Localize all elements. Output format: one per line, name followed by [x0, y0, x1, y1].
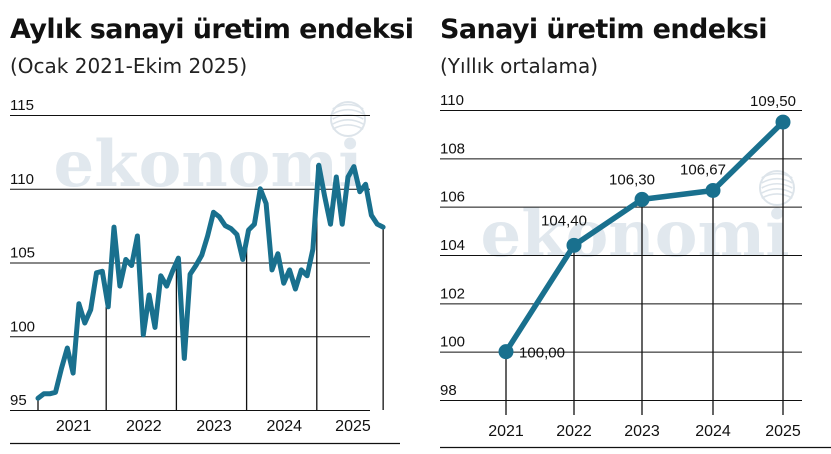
monthly-chart-panel: Aylık sanayi üretim endeksi (Ocak 2021-E…	[0, 0, 414, 454]
x-tick-label: 2021	[56, 418, 92, 435]
x-tick-label: 2025	[335, 418, 371, 435]
data-label: 106,30	[609, 171, 655, 188]
x-tick-label: 2023	[624, 423, 660, 440]
monthly-chart-title: Aylık sanayi üretim endeksi	[10, 14, 414, 45]
y-tick-label: 108	[440, 140, 465, 157]
x-tick-label: 2023	[196, 418, 232, 435]
monthly-series-line	[35, 162, 386, 401]
data-point-marker	[566, 237, 582, 253]
y-tick-label: 110	[440, 92, 464, 109]
watermark-globe-icon	[759, 170, 795, 206]
data-label: 104,40	[541, 212, 587, 229]
data-label: 106,67	[680, 161, 726, 178]
y-tick-label: 102	[440, 285, 465, 302]
x-tick-label: 2022	[126, 418, 162, 435]
data-point-marker	[634, 191, 650, 207]
y-tick-label: 110	[10, 171, 34, 188]
x-tick-label: 2024	[695, 423, 731, 440]
x-tick-label: 2022	[556, 423, 592, 440]
y-tick-label: 106	[440, 189, 465, 206]
watermark-text: ekonomi	[481, 197, 790, 272]
y-tick-label: 98	[440, 382, 457, 399]
monthly-chart-subtitle: (Ocak 2021-Ekim 2025)	[10, 54, 248, 78]
data-point-marker	[705, 182, 721, 198]
x-tick-label: 2025	[765, 423, 801, 440]
annual-chart-title: Sanayi üretim endeksi	[440, 14, 768, 45]
y-tick-label: 105	[10, 245, 35, 262]
y-tick-label: 115	[10, 97, 34, 114]
y-tick-label: 95	[10, 392, 27, 409]
data-point-marker	[498, 344, 514, 360]
x-tick-label: 2024	[266, 418, 302, 435]
data-label: 109,50	[750, 93, 796, 110]
x-tick-label: 2021	[488, 423, 524, 440]
annual-chart-subtitle: (Yıllık ortalama)	[440, 54, 599, 78]
y-tick-label: 100	[10, 318, 35, 335]
y-tick-label: 104	[440, 237, 465, 254]
annual-line-chart: ekonomi 110 108 106 104 102 100 98 100,00 104,40 1…	[440, 92, 831, 449]
annual-chart-panel: Sanayi üretim endeksi (Yıllık ortalama) …	[430, 0, 831, 454]
y-tick-label: 100	[440, 334, 465, 351]
data-point-marker	[775, 114, 791, 130]
watermark-globe-icon	[330, 101, 366, 137]
data-label: 100,00	[519, 345, 565, 362]
